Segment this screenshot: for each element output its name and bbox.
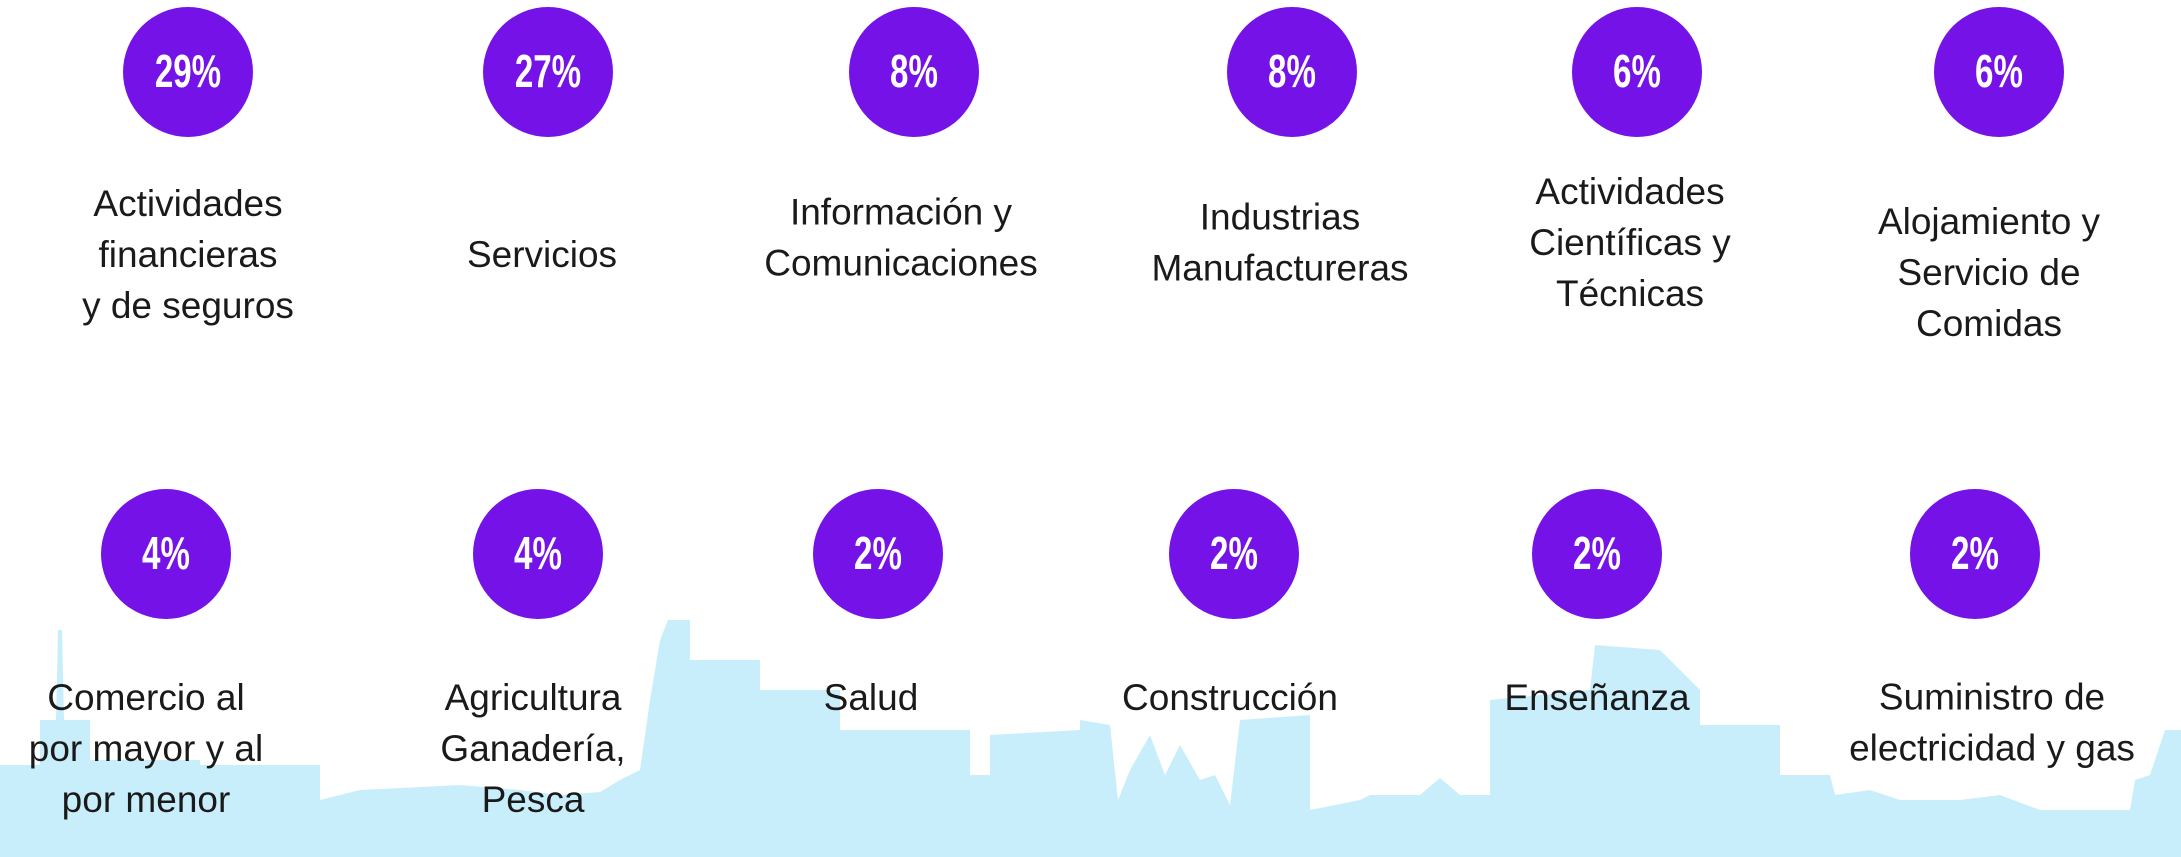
percent: 2% [854,529,902,579]
sector-label: Comidas [1916,303,2062,344]
infographic: 29% Actividades financieras y de seguros 27%… [0,0,2181,857]
sector-label: Servicios [467,234,617,275]
sector-label: Actividades [1535,171,1724,212]
sector-label: Actividades [93,183,282,224]
sector-label: Alojamiento y [1878,201,2101,242]
sector-label: por menor [62,779,231,820]
sector-label: por mayor y al [29,728,263,769]
sector-label: electricidad y gas [1849,727,2135,768]
sector-label: Manufactureras [1151,247,1408,288]
percent: 6% [1975,47,2023,97]
percent: 6% [1613,47,1661,97]
sector-label: Servicio de [1897,252,2080,293]
percent: 2% [1210,529,1258,579]
percent: 2% [1573,529,1621,579]
sector-label: Industrias [1200,196,1360,237]
percent: 4% [142,529,190,579]
percent: 27% [515,47,581,97]
sector-label: Científicas y [1529,222,1731,263]
percent: 4% [514,529,562,579]
sector-label: Enseñanza [1504,677,1690,718]
sector-label: Comercio al [47,677,244,718]
percent: 8% [1268,47,1316,97]
percent: 2% [1951,529,1999,579]
sector-label: Pesca [482,779,585,820]
sector-label: Agricultura [445,677,622,718]
percent: 8% [890,47,938,97]
sector-label: Construcción [1122,677,1338,718]
sector-label: Comunicaciones [764,242,1038,283]
sector-label: Suministro de [1879,676,2105,717]
sector-label: Técnicas [1556,273,1704,314]
sector-label: y de seguros [82,285,294,326]
sector-label: Información y [790,191,1013,232]
sector-label: Salud [824,677,919,718]
sector-label: financieras [99,234,278,275]
sector-label: Ganadería, [440,728,625,769]
percent: 29% [155,47,221,97]
